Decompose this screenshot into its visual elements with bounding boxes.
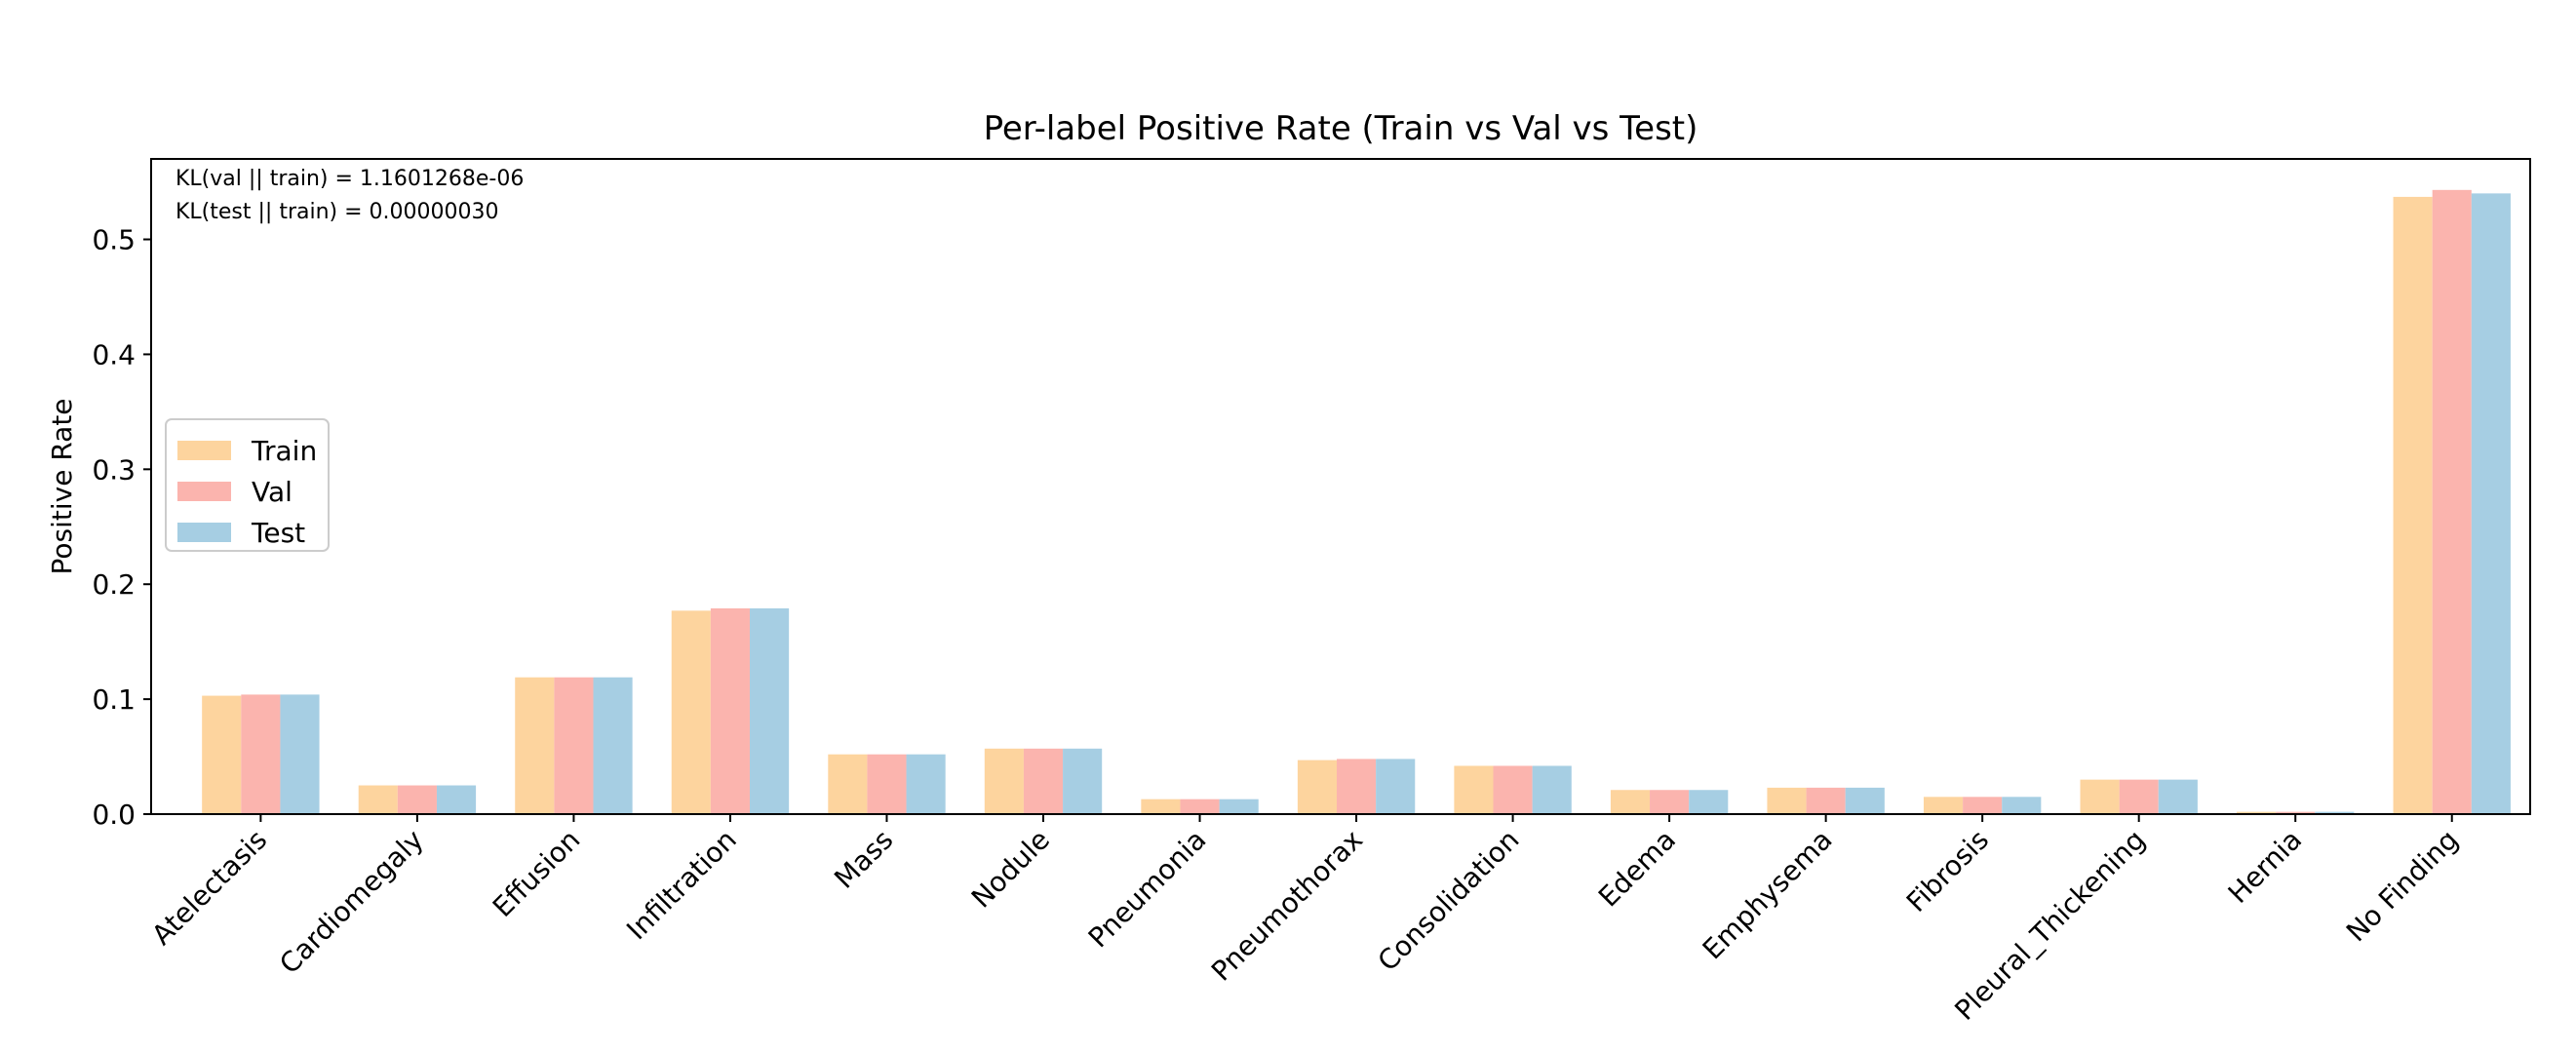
bar-test-mass <box>906 754 946 814</box>
bar-val-pneumothorax <box>1336 759 1377 814</box>
x-tick-label: Nodule <box>965 824 1056 915</box>
x-tick-label: Pneumonia <box>1082 824 1213 955</box>
bar-val-no-finding <box>2432 189 2472 814</box>
bar-test-pleural-thickening <box>2158 779 2198 814</box>
legend: Train Val Test <box>165 418 330 552</box>
x-tick-label: Effusion <box>487 824 587 924</box>
bar-train-pleural-thickening <box>2080 779 2120 814</box>
bar-train-emphysema <box>1767 787 1807 814</box>
legend-label-train: Train <box>251 435 317 467</box>
x-tick-label: Infiltration <box>620 824 743 947</box>
kl-test-annotation: KL(test || train) = 0.00000030 <box>176 200 499 224</box>
bar-test-pneumonia <box>1219 799 1259 814</box>
bars-layer <box>202 189 2511 814</box>
bar-train-fibrosis <box>1923 797 1964 814</box>
bar-val-consolidation <box>1493 765 1533 814</box>
y-tick-label: 0.5 <box>92 224 136 256</box>
bar-val-pleural-thickening <box>2119 779 2159 814</box>
x-tick-label: Fibrosis <box>1900 824 1995 918</box>
x-tick-label: Hernia <box>2222 824 2308 910</box>
legend-label-test: Test <box>251 517 305 549</box>
bar-train-atelectasis <box>202 695 242 814</box>
ticks-layer: Atelectasis Cardiomegaly Effusion Infiltrat… <box>92 224 2464 1027</box>
bar-val-atelectasis <box>241 694 281 814</box>
bar-train-no-finding <box>2393 196 2433 814</box>
x-tick-label: Mass <box>828 824 899 895</box>
plot-area-frame <box>150 158 2531 815</box>
bar-test-consolidation <box>1532 765 1572 814</box>
bar-test-nodule <box>1063 748 1103 814</box>
legend-swatch-train <box>177 441 231 460</box>
bar-val-mass <box>867 754 907 814</box>
bar-test-atelectasis <box>280 694 320 814</box>
kl-val-annotation: KL(val || train) = 1.1601268e-06 <box>176 167 524 191</box>
legend-swatch-test <box>177 523 231 542</box>
bar-test-hernia <box>2315 811 2355 814</box>
chart-title: Per-label Positive Rate (Train vs Val vs… <box>984 109 1698 148</box>
bar-test-no-finding <box>2471 193 2511 814</box>
bar-train-hernia <box>2237 811 2277 814</box>
bar-train-pneumothorax <box>1297 760 1337 814</box>
y-tick-label: 0.0 <box>92 799 136 831</box>
legend-swatch-val <box>177 482 231 501</box>
x-tick-label: Cardiomegaly <box>273 824 430 981</box>
bar-train-cardiomegaly <box>358 785 398 814</box>
bar-test-fibrosis <box>2002 797 2042 814</box>
y-tick-label: 0.3 <box>92 453 136 486</box>
bar-test-effusion <box>593 677 633 814</box>
y-axis-label: Positive Rate <box>46 398 78 574</box>
bar-test-emphysema <box>1845 787 1885 814</box>
y-tick-label: 0.2 <box>92 568 136 601</box>
x-tick-label: Atelectasis <box>145 824 273 952</box>
bar-val-emphysema <box>1806 787 1846 814</box>
bar-val-infiltration <box>710 607 751 814</box>
bar-test-cardiomegaly <box>436 785 477 814</box>
x-tick-label: Consolidation <box>1372 824 1526 978</box>
bar-val-cardiomegaly <box>397 785 437 814</box>
x-tick-label: Pneumothorax <box>1205 824 1369 988</box>
x-tick-label: Edema <box>1592 824 1682 914</box>
bar-val-effusion <box>554 677 594 814</box>
x-tick-label: Emphysema <box>1697 824 1839 966</box>
bar-train-pneumonia <box>1141 799 1181 814</box>
bar-val-edema <box>1650 790 1690 814</box>
x-tick-label: No Finding <box>2340 824 2465 949</box>
bar-test-pneumothorax <box>1376 759 1416 814</box>
bar-val-fibrosis <box>1963 797 2003 814</box>
bar-train-nodule <box>984 748 1024 814</box>
bar-val-pneumonia <box>1180 799 1220 814</box>
bar-test-edema <box>1689 790 1729 814</box>
legend-label-val: Val <box>252 476 293 508</box>
y-tick-label: 0.4 <box>92 338 136 370</box>
bar-val-nodule <box>1023 748 1064 814</box>
bar-train-consolidation <box>1454 765 1494 814</box>
bar-train-effusion <box>515 677 555 814</box>
bar-train-infiltration <box>671 610 711 814</box>
y-tick-label: 0.1 <box>92 683 136 716</box>
bar-val-hernia <box>2276 811 2316 814</box>
bar-train-edema <box>1610 790 1651 814</box>
bar-train-mass <box>828 754 868 814</box>
bar-test-infiltration <box>750 607 790 814</box>
